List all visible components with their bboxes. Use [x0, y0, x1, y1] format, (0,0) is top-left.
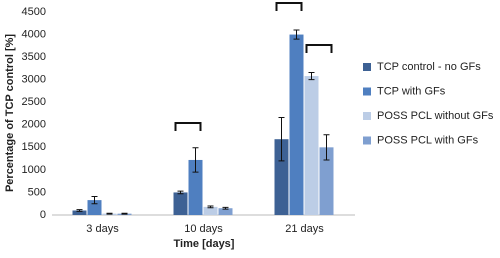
y-tick-label: 4500 — [22, 6, 46, 18]
bar — [203, 206, 218, 215]
legend-label: POSS PCL with GFs — [377, 134, 479, 146]
legend-swatch — [363, 87, 371, 96]
y-tick-label: 3500 — [22, 51, 46, 63]
y-tick-label: 1000 — [22, 164, 46, 176]
error-bar — [192, 147, 199, 173]
error-bar — [293, 29, 300, 40]
legend-label: POSS PCL without GFs — [377, 110, 494, 122]
x-tick-label: 21 days — [285, 223, 324, 235]
bar — [319, 147, 334, 215]
y-tick-label: 2500 — [22, 96, 46, 108]
y-tick-label: 1500 — [22, 141, 46, 153]
error-bar — [121, 212, 128, 215]
y-tick-label: 4000 — [22, 28, 46, 40]
y-tick-label: 3000 — [22, 74, 46, 86]
error-bar — [177, 190, 184, 195]
y-tick-label: 500 — [28, 186, 46, 198]
error-bar — [76, 209, 83, 212]
legend-swatch — [363, 112, 371, 120]
bar — [173, 192, 188, 215]
legend-label: TCP with GFs — [377, 85, 446, 97]
error-bar — [323, 134, 330, 161]
legend-swatch — [363, 136, 371, 145]
x-axis-title: Time [days] — [174, 238, 235, 250]
bar — [72, 210, 87, 215]
significance-bracket — [174, 122, 202, 131]
error-bar — [278, 117, 285, 162]
bar — [304, 76, 319, 216]
bar — [87, 200, 102, 215]
significance-bracket — [275, 2, 303, 11]
x-tick-label: 3 days — [86, 223, 119, 235]
error-bar — [207, 205, 214, 209]
y-axis-title: Percentage of TCP control [%] — [4, 34, 16, 192]
legend-swatch — [363, 63, 371, 71]
bar — [188, 159, 203, 215]
y-tick-label: 0 — [40, 209, 46, 221]
error-bar — [308, 71, 315, 81]
x-tick-label: 10 days — [184, 223, 223, 235]
y-tick-label: 2000 — [22, 119, 46, 131]
bar — [274, 139, 289, 215]
significance-bracket — [305, 44, 333, 53]
bar — [289, 34, 304, 215]
bar — [218, 208, 233, 215]
error-bar — [106, 212, 113, 215]
legend-label: TCP control - no GFs — [377, 61, 481, 73]
error-bar — [222, 206, 229, 210]
error-bar — [91, 196, 98, 205]
